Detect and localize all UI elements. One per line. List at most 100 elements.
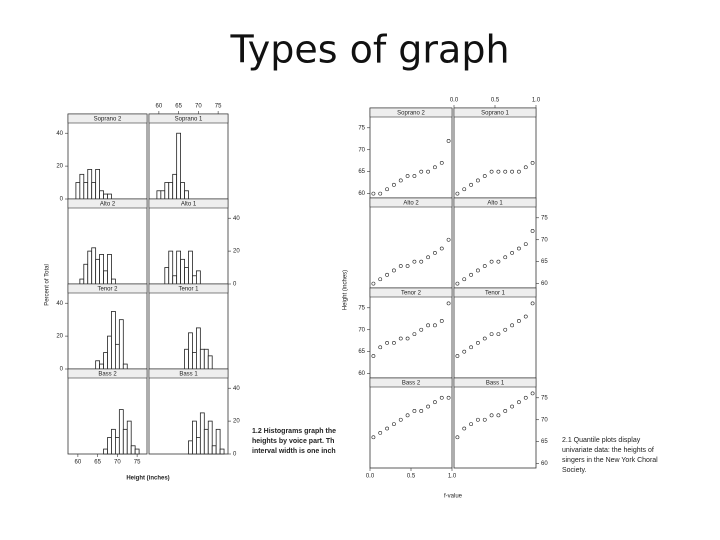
bar bbox=[195, 270, 201, 285]
bar bbox=[83, 182, 89, 200]
bar bbox=[103, 352, 108, 370]
bar bbox=[107, 335, 112, 370]
bar bbox=[107, 437, 112, 455]
quantile-point bbox=[412, 409, 417, 413]
quantile-point bbox=[378, 191, 383, 196]
quantile-point bbox=[398, 417, 403, 422]
x-tick-label: 0.5 bbox=[491, 98, 500, 104]
quantile-point bbox=[412, 332, 417, 337]
bar bbox=[192, 420, 197, 455]
quantile-point bbox=[517, 169, 521, 174]
bar bbox=[199, 348, 205, 370]
strip bbox=[453, 287, 537, 298]
quantile-point bbox=[462, 349, 467, 354]
quantile-point bbox=[503, 327, 508, 332]
panel-label: Soprano 2 bbox=[397, 111, 425, 117]
strip bbox=[453, 377, 537, 388]
quantile-point bbox=[455, 191, 460, 196]
y-tick-label: 65 bbox=[541, 439, 548, 445]
slide-title: Types of graph bbox=[229, 28, 509, 72]
quantile-point bbox=[469, 182, 473, 187]
quantile-point bbox=[455, 354, 460, 358]
quantile-point bbox=[412, 174, 417, 178]
bar bbox=[126, 420, 132, 455]
panel-frame bbox=[453, 197, 537, 289]
panel-label: Alto 1 bbox=[181, 202, 197, 208]
quantile-point bbox=[489, 259, 494, 264]
caption-line: heights by voice part. Th bbox=[252, 438, 334, 445]
y-tick-label: 60 bbox=[358, 191, 365, 197]
bar bbox=[168, 182, 174, 200]
quantile-point bbox=[476, 340, 480, 345]
y-tick-label: 20 bbox=[56, 334, 63, 340]
quantile-point bbox=[392, 268, 396, 273]
quantile-point bbox=[523, 314, 528, 319]
y-tick-label: 40 bbox=[233, 216, 240, 222]
strip bbox=[67, 113, 148, 124]
quantile-point bbox=[476, 178, 480, 183]
x-tick-label: 75 bbox=[134, 460, 141, 466]
quantile-point bbox=[510, 404, 514, 409]
quantile-point bbox=[517, 319, 521, 323]
x-tick-label: 65 bbox=[94, 460, 101, 466]
quantile-point bbox=[469, 272, 473, 277]
panel-label: Bass 2 bbox=[402, 381, 421, 387]
y-tick-label: 70 bbox=[358, 147, 365, 153]
panel-frame bbox=[453, 377, 537, 469]
quantile-point bbox=[503, 409, 508, 413]
bar bbox=[99, 253, 104, 285]
quantile-point bbox=[517, 400, 521, 405]
quantile-point bbox=[530, 301, 535, 306]
y-tick-label: 0 bbox=[233, 452, 237, 458]
strip bbox=[67, 283, 148, 294]
panel-frame bbox=[369, 197, 453, 289]
quantile-point bbox=[405, 336, 410, 341]
bar bbox=[176, 250, 181, 285]
panel-label: Tenor 1 bbox=[178, 287, 199, 293]
quantile-point bbox=[496, 332, 501, 337]
bar bbox=[118, 409, 124, 455]
quantile-point bbox=[462, 426, 467, 431]
y-tick-label: 0 bbox=[233, 282, 237, 288]
quantile-point bbox=[419, 327, 424, 332]
bar bbox=[122, 363, 128, 370]
quantile-point bbox=[462, 187, 467, 192]
bar bbox=[103, 448, 108, 455]
quantile-point bbox=[496, 413, 501, 418]
quantile-point bbox=[419, 169, 424, 174]
panel-frame bbox=[453, 107, 537, 199]
strip bbox=[148, 368, 229, 379]
bar bbox=[130, 445, 136, 455]
bar bbox=[176, 132, 181, 200]
y-tick-label: 60 bbox=[358, 371, 365, 377]
quantile-point bbox=[378, 430, 383, 435]
y-tick-label: 75 bbox=[358, 305, 365, 311]
bar bbox=[107, 253, 112, 285]
bar bbox=[156, 190, 162, 200]
quantile-point bbox=[371, 435, 376, 440]
caption-line: 2.1 Quantile plots display bbox=[562, 437, 641, 444]
quantile-point bbox=[392, 182, 396, 187]
bar bbox=[215, 428, 221, 455]
panel-label: Bass 2 bbox=[98, 372, 117, 378]
quantile-point bbox=[405, 264, 410, 268]
quantile-point bbox=[439, 319, 444, 323]
bar bbox=[203, 348, 209, 370]
quantile-point bbox=[378, 345, 383, 350]
bar bbox=[180, 182, 185, 200]
bar bbox=[207, 420, 213, 455]
y-tick-label: 70 bbox=[541, 237, 548, 243]
y-tick-label: 75 bbox=[541, 395, 548, 401]
quantile-point bbox=[426, 255, 430, 260]
bar bbox=[107, 193, 112, 200]
quantile-point bbox=[433, 250, 437, 255]
quantile-point bbox=[503, 255, 508, 260]
panel-label: Soprano 2 bbox=[94, 117, 122, 123]
panel-frame bbox=[148, 113, 229, 200]
y-tick-label: 75 bbox=[541, 215, 548, 221]
bar bbox=[203, 428, 209, 455]
bar bbox=[164, 267, 170, 285]
quantile-point bbox=[439, 246, 444, 251]
panel-label: Alto 2 bbox=[403, 201, 419, 207]
